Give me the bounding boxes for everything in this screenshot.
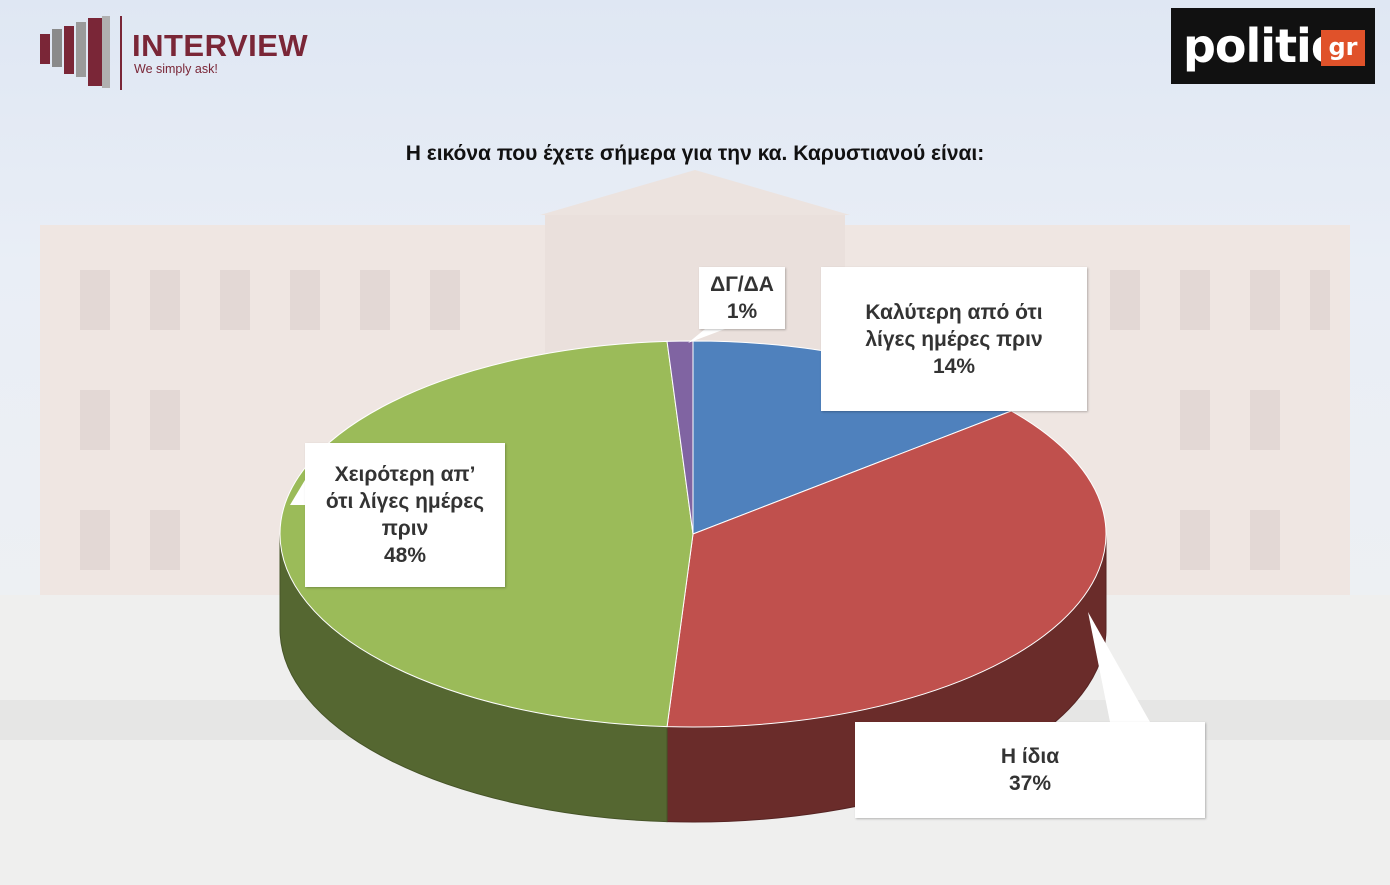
interview-logo-word: INTERVIEW — [132, 28, 309, 63]
callout-same-pointer — [1088, 612, 1150, 722]
bar-columns-icon — [40, 16, 110, 88]
callout-dk-value: 1% — [726, 300, 758, 323]
politic-logo: politic gr — [1171, 8, 1375, 84]
logo-divider — [120, 16, 122, 90]
politic-logo-word: politic — [1183, 19, 1338, 73]
callout-worse-label: Χειρότερη απ’ ότι λίγες ημέρες πριν — [325, 463, 485, 540]
callout-dk: ΔΓ/ΔΑ 1% — [699, 267, 785, 329]
callout-same-label: Η ίδια — [1000, 745, 1060, 768]
callout-dk-pointer — [688, 329, 725, 343]
pie-slice-1 — [666, 410, 1107, 728]
callout-same-value: 37% — [1008, 772, 1052, 795]
interview-logo — [38, 14, 338, 92]
callout-same: Η ίδια 37% — [855, 722, 1205, 818]
politic-logo-suffix: gr — [1321, 30, 1365, 66]
callout-better-label: Καλύτερη από ότι λίγες ημέρες πριν — [865, 300, 1043, 351]
interview-logo-tagline: We simply ask! — [134, 62, 218, 76]
callout-worse-pointer — [290, 480, 305, 505]
callout-worse-value: 48% — [383, 544, 427, 567]
chart-title: Η εικόνα που έχετε σήμερα για την κα. Κα… — [405, 142, 985, 165]
callout-worse: Χειρότερη απ’ ότι λίγες ημέρες πριν 48% — [305, 443, 505, 587]
callout-dk-label: ΔΓ/ΔΑ — [710, 273, 774, 296]
callout-better-value: 14% — [932, 354, 976, 378]
callout-better: Καλύτερη από ότι λίγες ημέρες πριν 14% — [821, 267, 1087, 411]
